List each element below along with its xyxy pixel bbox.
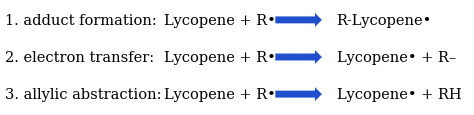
Text: 3. allylic abstraction:: 3. allylic abstraction: <box>5 87 166 101</box>
Text: 2. electron transfer:: 2. electron transfer: <box>5 51 158 64</box>
Text: Lycopene + R•: Lycopene + R• <box>164 87 275 101</box>
Text: Lycopene• + R–: Lycopene• + R– <box>337 51 456 64</box>
Text: Lycopene + R•: Lycopene + R• <box>164 14 275 28</box>
Text: Lycopene• + RH: Lycopene• + RH <box>337 87 461 101</box>
Text: Lycopene + R•: Lycopene + R• <box>164 51 275 64</box>
Text: R-Lycopene•: R-Lycopene• <box>337 14 432 28</box>
Text: 1. adduct formation:: 1. adduct formation: <box>5 14 161 28</box>
